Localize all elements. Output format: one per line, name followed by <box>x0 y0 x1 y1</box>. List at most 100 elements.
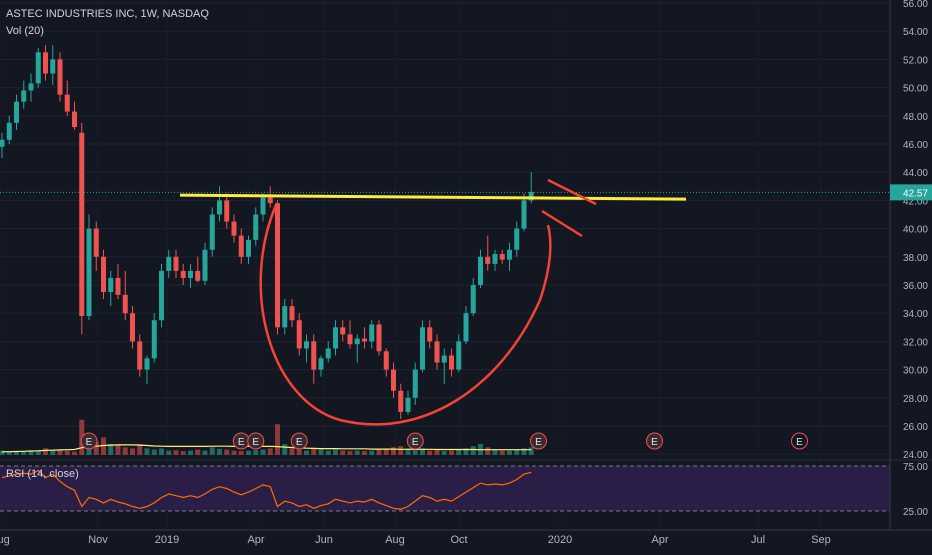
x-tick-label: Jul <box>751 534 765 546</box>
volume-bar <box>72 451 77 455</box>
price-candles <box>0 45 534 419</box>
candle-body <box>347 334 353 345</box>
x-tick-label: Oct <box>450 534 467 546</box>
candle-body <box>79 132 85 317</box>
volume-bar <box>449 450 454 455</box>
candle-body <box>202 249 208 281</box>
candle-body <box>463 313 469 342</box>
y-tick-label: 28.00 <box>903 394 928 405</box>
volume-bar <box>362 451 367 455</box>
volume-bar <box>528 447 534 455</box>
volume-bar <box>267 448 273 455</box>
volume-bar <box>28 451 34 455</box>
volume-bar <box>427 450 433 455</box>
volume-bar <box>93 441 99 455</box>
earnings-marker-icon <box>406 432 424 450</box>
y-tick-label: 40.00 <box>903 225 928 236</box>
x-tick-label: Apr <box>247 534 264 546</box>
volume-bar <box>115 445 121 455</box>
earnings-marker-icon <box>530 432 547 450</box>
candle-body <box>289 306 295 321</box>
volume-bar <box>151 449 157 455</box>
candle-body <box>108 277 114 293</box>
volume-bar <box>456 449 462 455</box>
candle-body <box>253 214 259 240</box>
candle-body <box>282 306 288 328</box>
volume-bar <box>238 451 244 455</box>
volume-bar <box>253 450 259 455</box>
earnings-marker-label: E <box>252 437 259 448</box>
x-tick-label: 2019 <box>155 534 179 546</box>
y-tick-label: 52.00 <box>903 55 928 66</box>
rsi-band <box>0 466 890 511</box>
candle-body <box>296 320 302 349</box>
candle-body <box>151 320 157 359</box>
candle-body <box>383 351 389 370</box>
volume-bar <box>311 448 317 455</box>
candle-body <box>267 197 273 204</box>
x-tick-label: Aug <box>385 534 405 546</box>
volume-bar <box>224 449 230 455</box>
candle-body <box>137 341 143 370</box>
volume-bar <box>383 448 389 455</box>
candle-body <box>340 327 346 335</box>
volume-bar <box>217 448 222 455</box>
candle-body <box>238 235 244 257</box>
y-tick-label: 54.00 <box>903 27 928 38</box>
candle-body <box>231 221 237 236</box>
candle-body <box>173 256 179 271</box>
volume-bar <box>137 444 143 455</box>
y-tick-label: 24.00 <box>903 450 928 461</box>
earnings-marker-label: E <box>796 437 803 448</box>
volume-bar <box>325 450 331 455</box>
candle-body <box>441 355 447 363</box>
candle-body <box>427 327 433 342</box>
candle-body <box>209 214 215 250</box>
volume-bar <box>14 451 19 455</box>
y-tick-label: 36.00 <box>903 281 928 292</box>
candle-body <box>6 122 12 140</box>
volume-bar <box>159 448 164 455</box>
candle-body <box>369 324 375 342</box>
volume-bar <box>246 450 251 455</box>
candle-body <box>521 200 527 229</box>
last-price-label: 42.57 <box>903 188 928 199</box>
candle-body <box>507 249 512 260</box>
candle-body <box>376 324 382 352</box>
candle-body <box>14 101 19 123</box>
earnings-marker-label: E <box>86 437 93 448</box>
y-tick-label: 50.00 <box>903 84 928 95</box>
y-tick-label: 26.00 <box>903 422 928 433</box>
candle-body <box>318 358 324 370</box>
x-tick-label: Jun <box>315 534 333 546</box>
drawing-annotations[interactable] <box>0 178 890 426</box>
volume-bar <box>173 450 179 455</box>
y-tick-label: 34.00 <box>903 309 928 320</box>
candle-body <box>333 327 338 349</box>
symbol-title: ASTEC INDUSTRIES INC, 1W, NASDAQ <box>6 8 209 20</box>
volume-bar <box>6 451 12 455</box>
volume-bar <box>144 448 150 455</box>
candle-body <box>398 390 404 412</box>
volume-bar <box>376 449 382 455</box>
volume-bar <box>441 451 447 455</box>
candle-body <box>217 200 222 215</box>
candle-body <box>64 94 70 112</box>
volume-bar <box>470 446 476 455</box>
candle-body <box>405 397 411 412</box>
x-tick-label: 2020 <box>548 534 572 546</box>
candle-body <box>499 253 505 260</box>
y-tick-label: 48.00 <box>903 112 928 123</box>
rsi-indicator-label: RSI (14, close) <box>6 468 79 480</box>
volume-bar <box>101 437 106 455</box>
volume-bar <box>340 450 346 455</box>
volume-bar <box>43 448 48 455</box>
candle-body <box>528 191 534 201</box>
candle-body <box>362 338 367 342</box>
candle-body <box>180 270 186 278</box>
volume-bar <box>122 447 128 455</box>
